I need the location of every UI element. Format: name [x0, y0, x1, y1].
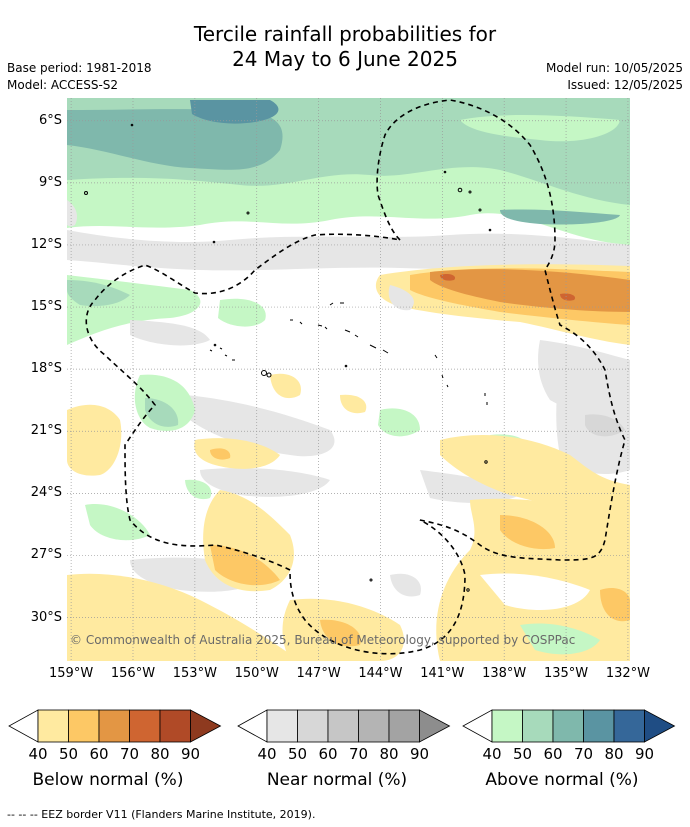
- colorbar-tick-label: 40: [28, 745, 48, 763]
- legend-caption-above: Above normal (%): [485, 770, 639, 790]
- colorbar-tick-label: 40: [482, 745, 502, 763]
- colorbar-segment: [159, 709, 191, 743]
- legend-above-normal: 40 50 60 70 80 90 Above normal (%): [462, 708, 677, 790]
- colorbar-tick-label: 60: [318, 745, 338, 763]
- colorbar-near-normal: [237, 709, 451, 743]
- colorbar-segment: [583, 709, 615, 743]
- lon-label: 144°W: [358, 666, 403, 681]
- model-run-text: Model run: 10/05/2025: [545, 61, 683, 75]
- colorbar-tick-label: 70: [348, 745, 369, 763]
- colorbar-segment: [613, 709, 645, 743]
- colorbar-above-normal: [462, 709, 676, 743]
- lon-label: 150°W: [234, 666, 279, 681]
- lon-label: 141°W: [420, 666, 465, 681]
- chart-title: Tercile rainfall probabilities for 24 Ma…: [0, 22, 690, 72]
- colorbar-tick-label: 60: [543, 745, 563, 763]
- colorbar-tick-label: 40: [257, 745, 277, 763]
- colorbar-tick-label: 90: [180, 745, 201, 763]
- colorbar-segment: [327, 709, 359, 743]
- colorbar-tick-label: 50: [58, 745, 79, 763]
- colorbar-segment: [358, 709, 390, 743]
- meta-right: Model run: 10/05/2025 Issued: 12/05/2025: [546, 60, 683, 94]
- map-fill-layer: [67, 98, 630, 661]
- colorbar-segment: [388, 709, 420, 743]
- colorbar-left-extend: [8, 709, 39, 743]
- lon-label: 156°W: [110, 666, 156, 681]
- colorbar-segment: [491, 709, 523, 743]
- colorbar-right-extend: [419, 709, 451, 743]
- eez-footnote: -- -- -- EEZ border V11 (Flanders Marine…: [7, 808, 316, 821]
- lat-label: 24°S: [30, 485, 62, 501]
- colorbar-tick-label: 60: [89, 745, 109, 763]
- lon-label: 138°W: [482, 666, 527, 681]
- title-line-1: Tercile rainfall probabilities for: [193, 22, 497, 46]
- colorbar-segment: [552, 709, 584, 743]
- colorbar-segment: [37, 709, 69, 743]
- probability-map: [67, 98, 630, 661]
- legend-caption-near: Near normal (%): [266, 770, 408, 790]
- colorbar-segment: [98, 709, 130, 743]
- lat-label: 9°S: [38, 174, 62, 190]
- lon-label: 147°W: [296, 666, 341, 681]
- colorbar-right-extend: [190, 709, 222, 743]
- title-line-2: 24 May to 6 June 2025: [232, 47, 458, 71]
- colorbar-tick-label: 50: [512, 745, 533, 763]
- colorbar-tick-label: 90: [409, 745, 430, 763]
- lat-label: 21°S: [30, 423, 62, 439]
- issued-text: Issued: 12/05/2025: [567, 78, 683, 92]
- colorbar-below-normal: [8, 709, 222, 743]
- lon-label: 135°W: [543, 666, 589, 681]
- colorbar-segment: [68, 709, 100, 743]
- lat-label: 15°S: [30, 299, 62, 315]
- colorbar-segment: [522, 709, 554, 743]
- lat-label: 30°S: [30, 609, 62, 625]
- colorbar-right-extend: [644, 709, 676, 743]
- colorbar-tick-label: 70: [119, 745, 140, 763]
- colorbar-segment: [297, 709, 329, 743]
- lon-label: 159°W: [49, 666, 94, 681]
- lon-label: 153°W: [172, 666, 217, 681]
- copyright-credit: © Commonwealth of Australia 2025, Bureau…: [70, 633, 576, 647]
- base-period-text: Base period: 1981-2018: [7, 61, 152, 75]
- colorbar-left-extend: [237, 709, 268, 743]
- island-markers: [84, 123, 492, 592]
- legend-caption-below: Below normal (%): [32, 770, 184, 790]
- colorbar-tick-label: 80: [379, 745, 399, 763]
- colorbar-tick-label: 90: [634, 745, 655, 763]
- colorbar-tick-label: 80: [604, 745, 624, 763]
- gridlines: [67, 98, 630, 661]
- colorbar-left-extend: [462, 709, 493, 743]
- colorbar-segment: [266, 709, 298, 743]
- lon-label: 132°W: [605, 666, 651, 681]
- colorbar-tick-label: 70: [573, 745, 594, 763]
- legend-below-normal: 40 50 60 70 80 90 Below normal (%): [8, 708, 223, 790]
- lat-label: 27°S: [30, 547, 62, 563]
- lat-label: 18°S: [30, 361, 62, 377]
- legend-near-normal: 40 50 60 70 80 90 Near normal (%): [237, 708, 452, 790]
- colorbar-tick-label: 80: [150, 745, 170, 763]
- lat-label: 6°S: [38, 112, 62, 128]
- meta-left: Base period: 1981-2018 Model: ACCESS-S2: [7, 60, 152, 94]
- model-text: Model: ACCESS-S2: [7, 78, 119, 92]
- colorbar-segment: [129, 709, 161, 743]
- lat-label: 12°S: [30, 236, 62, 252]
- colorbar-tick-label: 50: [287, 745, 308, 763]
